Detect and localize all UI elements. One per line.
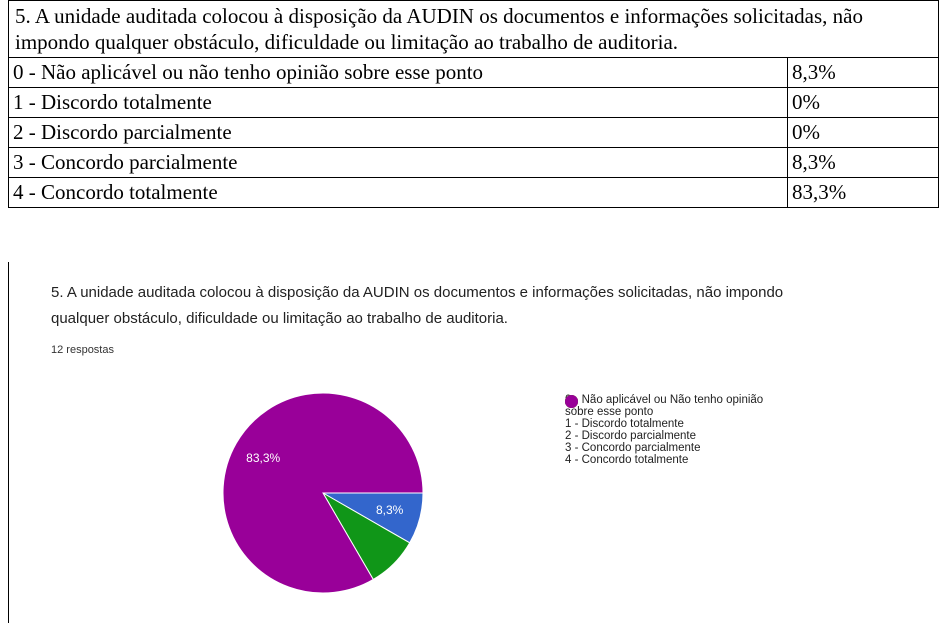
table-row: 3 - Concordo parcialmente 8,3% bbox=[8, 147, 939, 178]
table-row: 0 - Não aplicável ou não tenho opinião s… bbox=[8, 57, 939, 88]
legend-label: 1 - Discordo totalmente bbox=[565, 418, 684, 430]
chart: 8,3% 83,3% 5. A unidade auditada colocou … bbox=[8, 262, 939, 623]
table-row: 4 - Concordo totalmente 83,3% bbox=[8, 177, 939, 208]
legend-label: 3 - Concordo parcialmente bbox=[565, 442, 701, 454]
legend-item: 1 - Discordo totalmente bbox=[565, 395, 835, 430]
row-label: 4 - Concordo totalmente bbox=[8, 177, 788, 208]
slice-label: 83,3% bbox=[246, 451, 280, 465]
row-value: 0% bbox=[787, 117, 939, 148]
table-row: 2 - Discordo parcialmente 0% bbox=[8, 117, 939, 148]
row-label: 3 - Concordo parcialmente bbox=[8, 147, 788, 178]
pie-slice bbox=[222, 392, 424, 594]
pie-area: 8,3% 83,3% bbox=[222, 392, 424, 594]
row-label: 1 - Discordo totalmente bbox=[8, 87, 788, 118]
legend-item: 3 - Concordo parcialmente bbox=[565, 395, 835, 454]
chart-title: 5. A unidade auditada colocou à disposiç… bbox=[51, 284, 784, 327]
row-label: 2 - Discordo parcialmente bbox=[8, 117, 788, 148]
legend-item: 0 - Não aplicável ou Não tenho opinião s… bbox=[565, 394, 795, 418]
row-label: 0 - Não aplicável ou não tenho opinião s… bbox=[8, 57, 788, 88]
slice-label: 8,3% bbox=[376, 503, 404, 517]
legend-label: 4 - Concordo totalmente bbox=[565, 454, 689, 466]
legend: 0 - Não aplicável ou Não tenho opinião s… bbox=[565, 394, 835, 466]
legend-label: 0 - Não aplicável ou Não tenho opinião s… bbox=[565, 394, 764, 418]
table-body: 5. A unidade auditada colocou à disposiç… bbox=[8, 0, 939, 208]
row-value: 83,3% bbox=[787, 177, 939, 208]
title-row: 5. A unidade auditada colocou à disposiç… bbox=[8, 0, 939, 58]
legend-swatch bbox=[565, 395, 578, 408]
chart-subtitle: 12 respostas bbox=[51, 344, 114, 356]
row-value: 8,3% bbox=[787, 57, 939, 88]
row-value: 0% bbox=[787, 87, 939, 118]
legend-item: 4 - Concordo totalmente bbox=[565, 395, 835, 466]
row-value: 8,3% bbox=[787, 147, 939, 178]
table-row: 1 - Discordo totalmente 0% bbox=[8, 87, 939, 118]
table-title: 5. A unidade auditada colocou à disposiç… bbox=[8, 0, 939, 58]
table: 5. A unidade auditada colocou à disposiç… bbox=[8, 0, 939, 208]
legend-label: 2 - Discordo parcialmente bbox=[565, 430, 697, 442]
legend-item: 2 - Discordo parcialmente bbox=[565, 395, 835, 442]
